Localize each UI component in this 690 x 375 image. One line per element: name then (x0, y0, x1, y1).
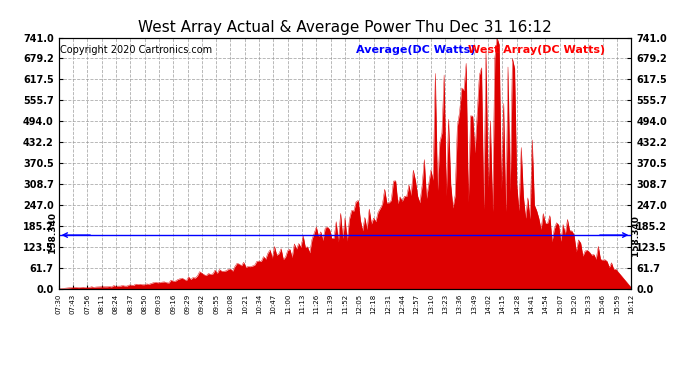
Text: 158.340: 158.340 (49, 213, 58, 257)
Text: Copyright 2020 Cartronics.com: Copyright 2020 Cartronics.com (60, 45, 212, 55)
Text: Average(DC Watts): Average(DC Watts) (357, 45, 476, 55)
Text: 158.340: 158.340 (632, 213, 641, 257)
Title: West Array Actual & Average Power Thu Dec 31 16:12: West Array Actual & Average Power Thu De… (138, 20, 552, 35)
Text: West Array(DC Watts): West Array(DC Watts) (468, 45, 605, 55)
